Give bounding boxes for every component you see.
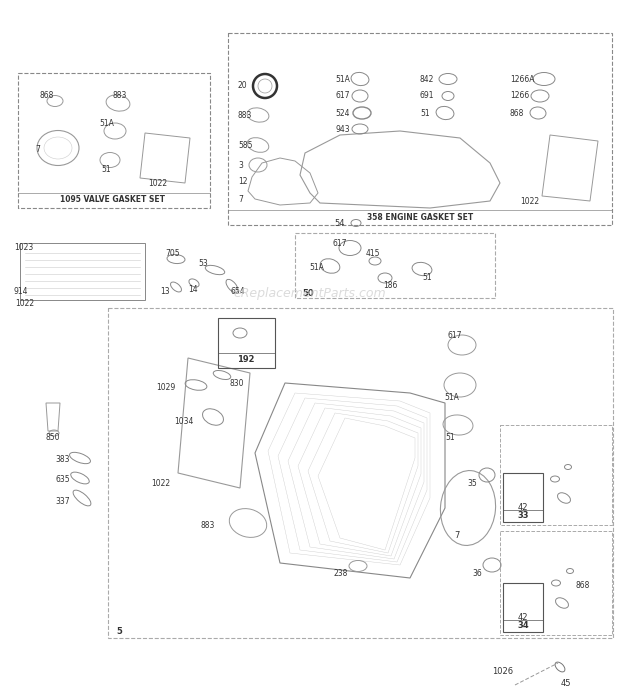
Bar — [228, 33, 612, 225]
Text: 943: 943 — [335, 125, 350, 134]
Text: 635: 635 — [55, 475, 69, 484]
Text: 383: 383 — [55, 455, 69, 464]
Text: 1026: 1026 — [492, 667, 513, 676]
Text: 868: 868 — [40, 91, 55, 100]
Text: 830: 830 — [230, 378, 244, 387]
Text: 51: 51 — [422, 272, 432, 281]
Text: 358 ENGINE GASKET SET: 358 ENGINE GASKET SET — [367, 213, 473, 222]
Text: 51A: 51A — [335, 75, 350, 83]
Text: 45: 45 — [560, 678, 571, 687]
Text: 868: 868 — [575, 581, 590, 590]
Text: 1022: 1022 — [520, 197, 539, 206]
Bar — [503, 473, 543, 522]
Text: 7: 7 — [454, 531, 459, 539]
Text: 1266: 1266 — [510, 91, 529, 100]
Text: 1022: 1022 — [15, 299, 34, 308]
Text: 51A: 51A — [309, 263, 324, 272]
Text: 12: 12 — [238, 177, 247, 186]
Bar — [295, 233, 495, 298]
Text: 883: 883 — [238, 110, 252, 119]
Text: 914: 914 — [14, 286, 29, 295]
Text: 13: 13 — [161, 286, 170, 295]
Text: 617: 617 — [333, 238, 347, 247]
Text: 883: 883 — [113, 91, 127, 100]
Bar — [500, 531, 612, 635]
Text: 337: 337 — [55, 496, 69, 505]
Text: 1029: 1029 — [156, 383, 175, 392]
Bar — [500, 425, 612, 525]
Text: 50: 50 — [302, 288, 314, 297]
Text: 1095 VALVE GASKET SET: 1095 VALVE GASKET SET — [61, 195, 166, 204]
Text: 238: 238 — [334, 568, 348, 577]
Bar — [18, 73, 210, 208]
Text: 36: 36 — [472, 568, 482, 577]
Text: 54: 54 — [335, 218, 345, 227]
Text: 585: 585 — [238, 141, 252, 150]
Text: 868: 868 — [510, 109, 525, 118]
Text: 35: 35 — [467, 478, 477, 487]
Text: 3: 3 — [238, 161, 243, 170]
Text: eReplacementParts.com: eReplacementParts.com — [234, 286, 386, 299]
Text: 705: 705 — [165, 249, 180, 258]
Text: 51: 51 — [420, 109, 430, 118]
Text: 691: 691 — [420, 91, 435, 100]
Text: 617: 617 — [335, 91, 350, 100]
Text: 14: 14 — [188, 286, 198, 295]
Bar — [503, 583, 543, 632]
Text: 1022: 1022 — [151, 478, 170, 487]
Text: 51A: 51A — [100, 119, 115, 128]
Text: 1266A: 1266A — [510, 75, 534, 83]
Text: 192: 192 — [237, 356, 255, 365]
Text: 51: 51 — [445, 432, 455, 441]
Text: 5: 5 — [116, 626, 122, 635]
Bar — [108, 308, 613, 638]
Text: 20: 20 — [238, 82, 247, 91]
Bar — [20, 243, 145, 300]
Text: 617: 617 — [448, 331, 463, 340]
Text: 850: 850 — [45, 434, 60, 443]
Text: 7: 7 — [35, 146, 40, 155]
Text: 7: 7 — [238, 195, 243, 204]
Text: 1022: 1022 — [148, 179, 167, 188]
Text: 883: 883 — [201, 520, 215, 529]
Text: 654: 654 — [231, 286, 246, 295]
Text: 42: 42 — [518, 613, 528, 622]
Text: 524: 524 — [335, 109, 350, 118]
Text: 415: 415 — [366, 249, 380, 258]
Text: 186: 186 — [383, 281, 397, 290]
Text: 51A: 51A — [445, 392, 459, 401]
Text: 51: 51 — [101, 164, 111, 173]
Text: 42: 42 — [518, 504, 528, 513]
Text: 34: 34 — [517, 622, 529, 631]
Text: 53: 53 — [198, 258, 208, 267]
Text: 33: 33 — [517, 511, 529, 520]
Text: 1023: 1023 — [14, 243, 33, 252]
Bar — [218, 318, 275, 368]
Text: 842: 842 — [420, 75, 435, 83]
Text: 1034: 1034 — [174, 416, 193, 426]
